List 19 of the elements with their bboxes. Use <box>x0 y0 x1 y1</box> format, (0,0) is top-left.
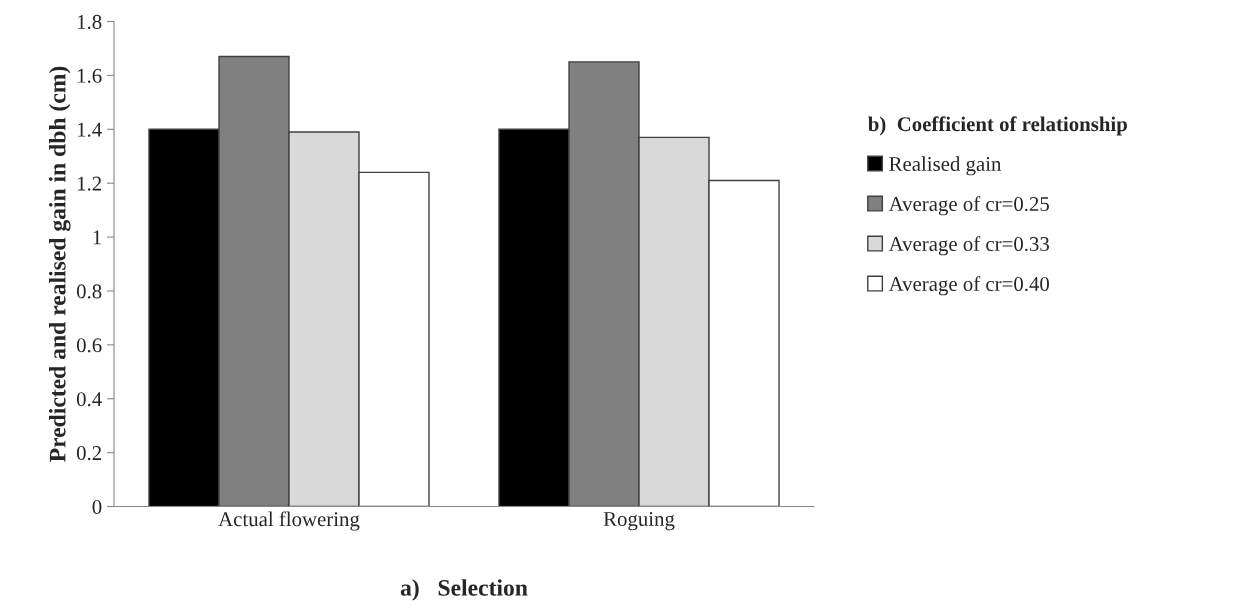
legend-label: Realised gain <box>889 156 1002 176</box>
y-tick-label: 0.2 <box>76 446 102 461</box>
x-axis-title: a) Selection <box>400 579 528 601</box>
legend-title: b) Coefficient of relationship <box>868 116 1127 136</box>
y-tick-label: 0.6 <box>76 338 102 353</box>
y-tick-label: 0.4 <box>76 392 102 407</box>
legend-label: Average of cr=0.33 <box>888 236 1049 256</box>
y-tick-label: 0.8 <box>76 284 102 299</box>
legend-label: Average of cr=0.25 <box>888 196 1049 216</box>
y-tick-label: 1.6 <box>77 68 102 83</box>
legend-label: Average of cr=0.40 <box>888 276 1049 296</box>
y-tick-label: 0 <box>92 499 102 514</box>
x-tick-label: Actual flowering <box>218 511 360 531</box>
x-tick-label: Roguing <box>603 512 675 531</box>
y-axis-title: Predicted and realised gain in dbh (cm) <box>48 66 71 462</box>
y-tick-label: 1.8 <box>77 14 102 30</box>
y-tick-label: 1.4 <box>77 122 102 137</box>
y-tick-label: 1.2 <box>77 176 102 191</box>
y-tick-label: 1 <box>93 230 101 245</box>
